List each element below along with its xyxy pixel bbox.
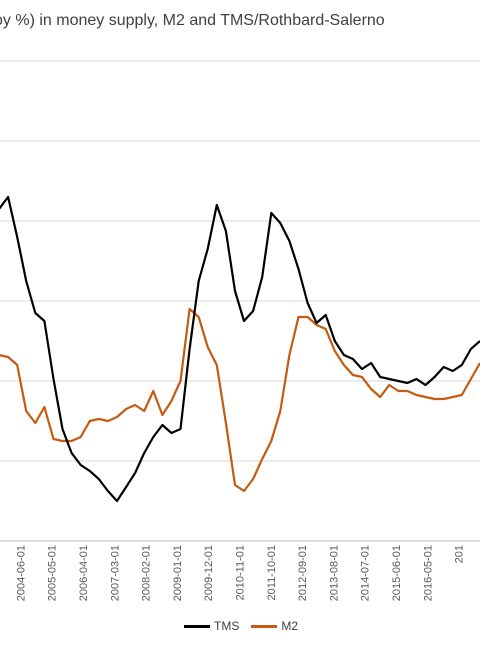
legend-label-m2: M2 — [281, 619, 299, 633]
series-line-m2 — [0, 307, 480, 493]
legend-swatch-m2 — [251, 624, 278, 628]
legend-item-m2: M2 — [251, 619, 298, 633]
legend-swatch-tms — [184, 624, 210, 628]
gridlines — [0, 60, 480, 542]
x-tick-label: 201 — [454, 545, 466, 563]
x-tick-label: 2012-09-01 — [297, 545, 309, 601]
x-tick-label: 2007-03-01 — [109, 545, 121, 601]
x-tick-label: 2010-11-01 — [234, 545, 246, 600]
legend: TMS M2 — [184, 619, 310, 633]
x-tick-label: 2008-02-01 — [141, 545, 153, 601]
x-tick-label: 2009-01-01 — [172, 545, 184, 601]
x-tick-label: 2006-04-01 — [78, 545, 90, 601]
x-tick-label: 2014-07-01 — [360, 545, 372, 601]
x-tick-label: 2004-06-01 — [15, 545, 27, 601]
legend-item-tms: TMS — [184, 619, 239, 633]
series-line-tms — [0, 195, 480, 503]
x-tick-label: 2009-12-01 — [203, 545, 215, 601]
x-tick-label: 2005-05-01 — [47, 545, 59, 601]
x-tick-label: 2015-06-01 — [391, 545, 403, 601]
x-tick-label: 2011-10-01 — [266, 545, 278, 600]
series-layer — [0, 195, 480, 503]
x-axis-tick-labels: 2004-06-01 2005-05-01 2006-04-01 2007-03-01… — [15, 545, 465, 601]
chart-title: oy %) in money supply, M2 and TMS/Rothba… — [0, 12, 385, 29]
x-tick-label: 2016-05-01 — [422, 545, 434, 601]
x-tick-label: 2013-08-01 — [328, 545, 340, 601]
legend-label-tms: TMS — [214, 619, 240, 633]
